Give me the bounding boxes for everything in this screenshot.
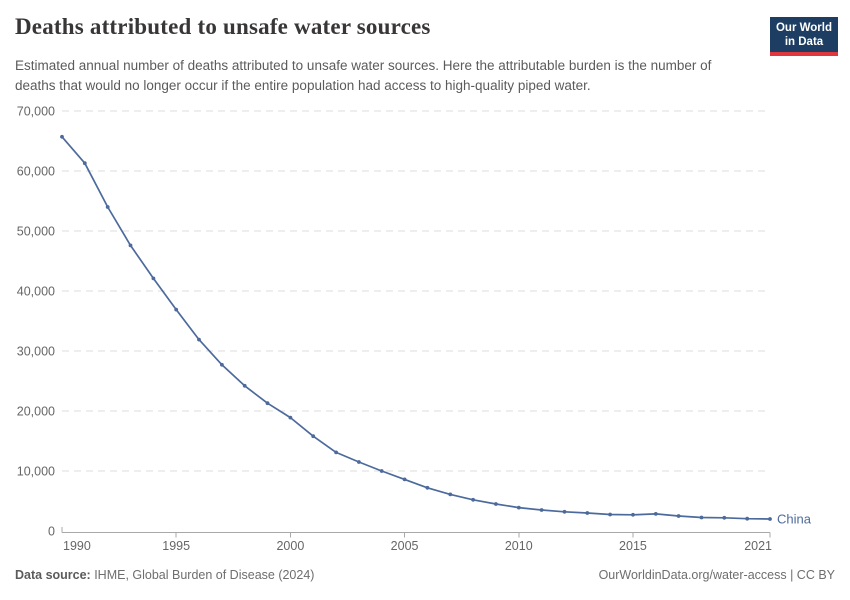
data-point-marker bbox=[699, 515, 704, 520]
data-point-marker bbox=[768, 517, 772, 521]
data-point-marker bbox=[516, 505, 521, 510]
data-point-marker bbox=[539, 508, 544, 512]
data-point-marker bbox=[585, 511, 590, 515]
data-point-marker bbox=[494, 502, 498, 506]
x-axis-tick-label: 1990 bbox=[63, 539, 91, 553]
data-point-marker bbox=[722, 515, 727, 520]
data-point-marker bbox=[562, 509, 567, 514]
data-point-marker bbox=[311, 434, 316, 439]
data-source: Data source: IHME, Global Burden of Dise… bbox=[15, 568, 314, 583]
data-source-label: Data source: bbox=[15, 568, 91, 582]
owid-logo-line2: in Data bbox=[784, 36, 824, 48]
y-axis-tick-label: 40,000 bbox=[17, 285, 55, 299]
data-source-text: IHME, Global Burden of Disease (2024) bbox=[90, 568, 315, 582]
owid-logo-line1: Our World bbox=[775, 22, 832, 34]
data-point-marker bbox=[151, 276, 156, 281]
y-axis-tick-label: 60,000 bbox=[17, 165, 55, 179]
x-axis-tick-label: 2021 bbox=[744, 539, 772, 553]
y-axis-tick-label: 0 bbox=[48, 525, 55, 539]
x-axis-tick-label: 2000 bbox=[276, 539, 304, 553]
data-point-marker bbox=[448, 492, 453, 497]
series-end-label: China bbox=[777, 512, 812, 527]
owid-logo: Our World in Data bbox=[770, 17, 838, 56]
owid-credit-link[interactable]: OurWorldinData.org/water-access | CC BY bbox=[598, 568, 835, 582]
y-axis-tick-label: 50,000 bbox=[17, 225, 55, 239]
data-point-marker bbox=[631, 512, 635, 517]
data-point-marker bbox=[402, 477, 407, 482]
data-point-marker bbox=[220, 362, 224, 367]
x-axis-tick-label: 2010 bbox=[505, 539, 533, 553]
data-point-marker bbox=[676, 514, 681, 518]
chart-title: Deaths attributed to unsafe water source… bbox=[15, 14, 431, 39]
data-point-marker bbox=[425, 485, 430, 490]
data-point-marker bbox=[334, 450, 338, 455]
y-axis-tick-label: 20,000 bbox=[17, 405, 55, 419]
data-point-marker bbox=[265, 401, 270, 406]
data-point-marker bbox=[82, 161, 87, 166]
data-point-marker bbox=[357, 460, 361, 464]
data-point-marker bbox=[242, 383, 247, 388]
data-point-marker bbox=[653, 512, 658, 516]
data-point-marker bbox=[174, 307, 179, 312]
y-axis-tick-label: 70,000 bbox=[17, 105, 55, 119]
data-point-marker bbox=[105, 205, 110, 209]
data-point-marker bbox=[128, 243, 133, 248]
data-point-marker bbox=[197, 337, 201, 342]
data-point-marker bbox=[379, 469, 384, 473]
y-axis-tick-label: 30,000 bbox=[17, 345, 55, 359]
x-axis-tick-label: 2015 bbox=[619, 539, 647, 553]
data-point-marker bbox=[608, 512, 612, 517]
data-point-marker bbox=[471, 497, 475, 502]
x-axis-tick-label: 2005 bbox=[391, 539, 419, 553]
data-point-marker bbox=[288, 415, 293, 420]
series-line-china bbox=[61, 135, 771, 520]
x-axis-tick-label: 1995 bbox=[162, 539, 190, 553]
y-axis-tick-label: 10,000 bbox=[17, 465, 55, 479]
chart-footer: Data source: IHME, Global Burden of Dise… bbox=[15, 568, 835, 583]
data-point-marker bbox=[60, 134, 64, 139]
data-point-marker bbox=[745, 516, 750, 521]
chart-subtitle: Estimated annual number of deaths attrib… bbox=[15, 58, 712, 93]
